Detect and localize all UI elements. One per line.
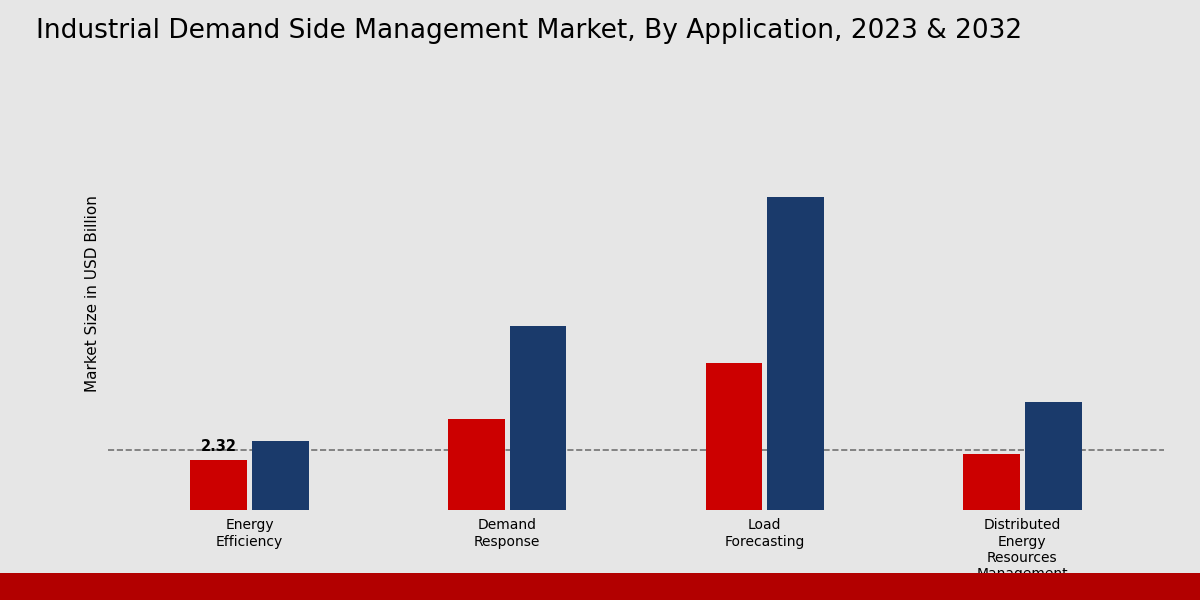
Bar — [1025, 402, 1081, 510]
Text: Industrial Demand Side Management Market, By Application, 2023 & 2032: Industrial Demand Side Management Market… — [36, 18, 1022, 44]
Bar — [706, 363, 762, 510]
Bar — [767, 197, 824, 510]
Bar — [191, 460, 247, 510]
Text: 2.32: 2.32 — [200, 439, 236, 454]
Bar — [252, 441, 308, 510]
Bar — [448, 419, 505, 510]
Bar — [510, 326, 566, 510]
Y-axis label: Market Size in USD Billion: Market Size in USD Billion — [85, 196, 100, 392]
Bar — [964, 454, 1020, 510]
